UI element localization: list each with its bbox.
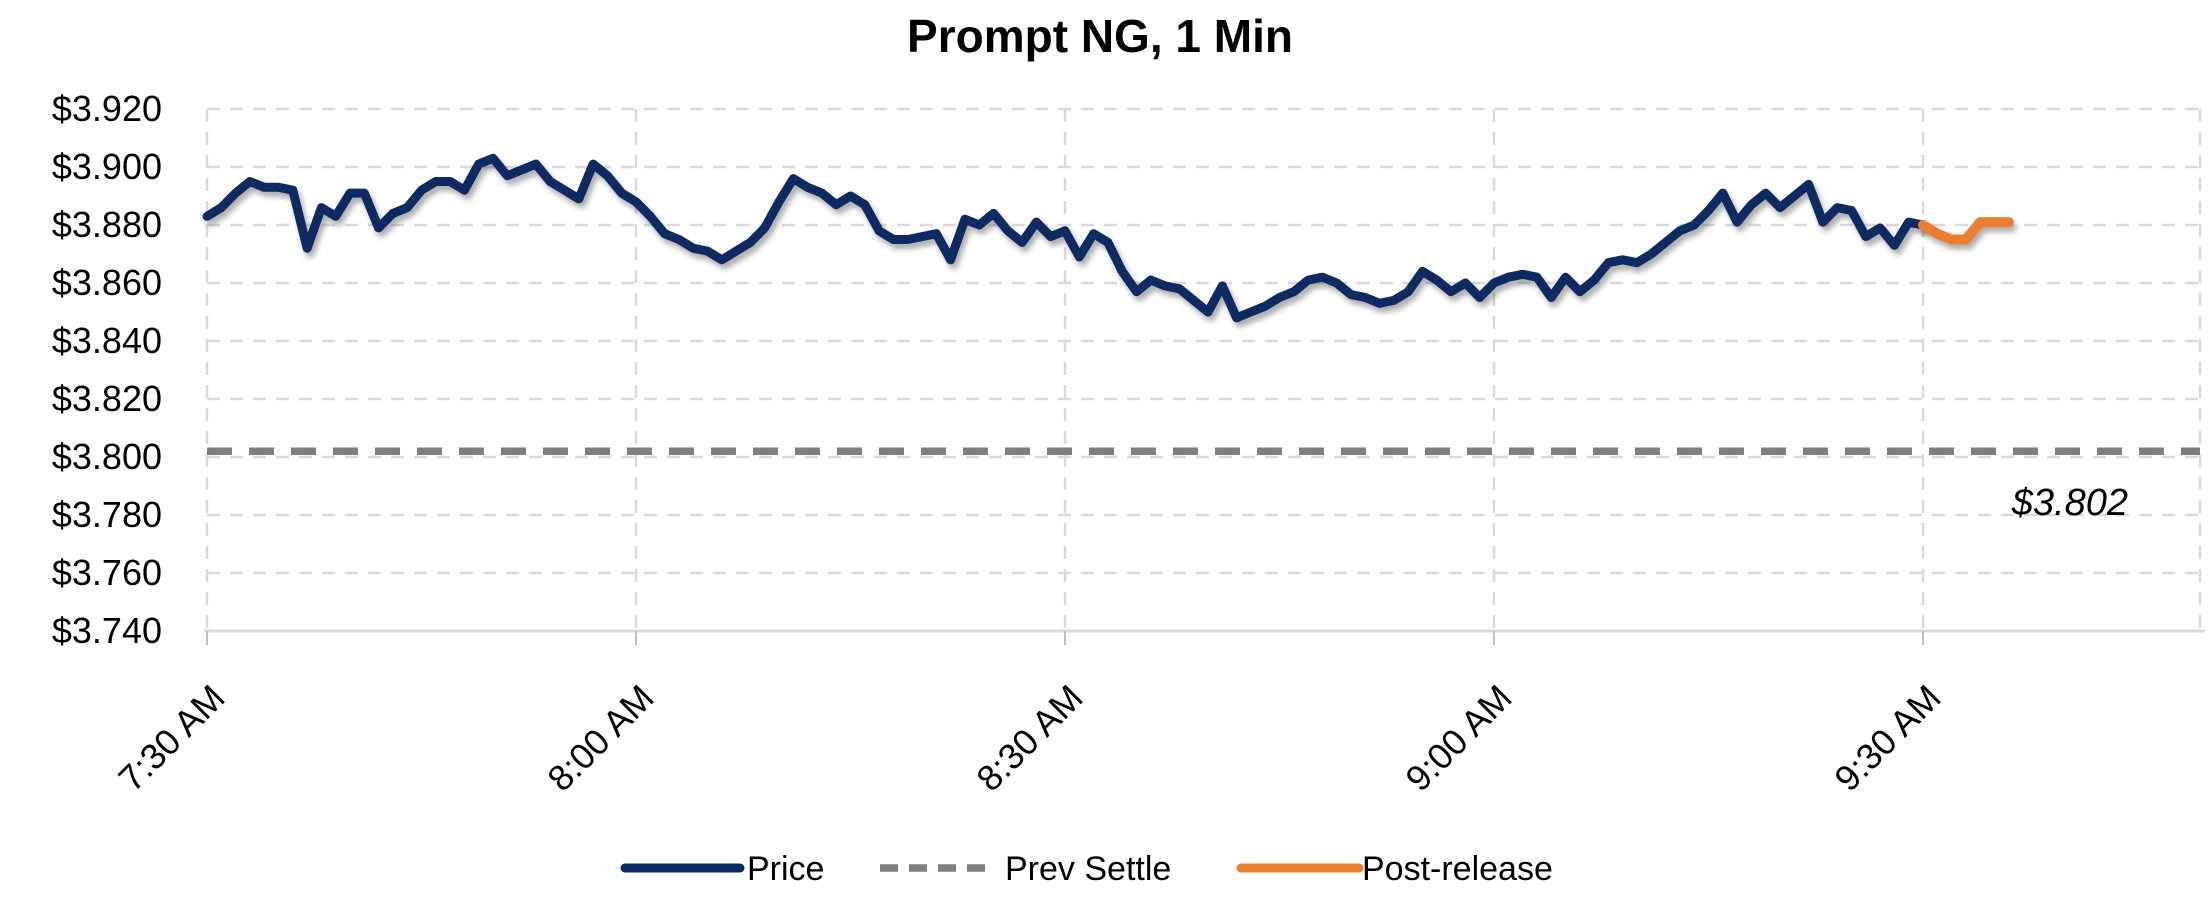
y-axis-tick-label: $3.740: [52, 610, 162, 651]
prev-settle-value-annotation: $3.802: [2011, 482, 2128, 524]
y-axis-tick-label: $3.760: [52, 552, 162, 593]
y-axis-labels: $3.920 $3.900 $3.880 $3.860 $3.840 $3.820 $3.8…: [52, 88, 162, 651]
y-axis-tick-label: $3.820: [52, 378, 162, 419]
y-axis-tick-label: $3.920: [52, 88, 162, 129]
x-axis-line: [204, 629, 2205, 645]
chart-title: Prompt NG, 1 Min: [907, 10, 1293, 62]
chart-legend: Price Prev Settle Post-release: [620, 850, 1553, 888]
x-axis-tick-label: 8:30 AM: [968, 677, 1090, 799]
x-axis-tick-label: 9:00 AM: [1397, 677, 1519, 799]
legend-label-post-release: Post-release: [1362, 850, 1553, 888]
y-axis-tick-label: $3.780: [52, 494, 162, 535]
gridlines: [205, 107, 2202, 631]
post-release-line-series: [1918, 217, 2014, 245]
y-axis-tick-label: $3.900: [52, 146, 162, 187]
x-axis-tick-label: 7:30 AM: [110, 677, 232, 799]
y-axis-tick-label: $3.800: [52, 436, 162, 477]
legend-label-price: Price: [747, 850, 824, 888]
y-axis-tick-label: $3.860: [52, 262, 162, 303]
y-axis-tick-label: $3.880: [52, 204, 162, 245]
price-line-series: [202, 153, 1928, 323]
x-axis-tick-label: 9:30 AM: [1826, 677, 1948, 799]
x-axis-labels: 7:30 AM 8:00 AM 8:30 AM 9:00 AM 9:30 AM: [110, 677, 1948, 799]
legend-label-prev-settle: Prev Settle: [1005, 850, 1171, 888]
y-axis-tick-label: $3.840: [52, 320, 162, 361]
x-axis-tick-label: 8:00 AM: [539, 677, 661, 799]
